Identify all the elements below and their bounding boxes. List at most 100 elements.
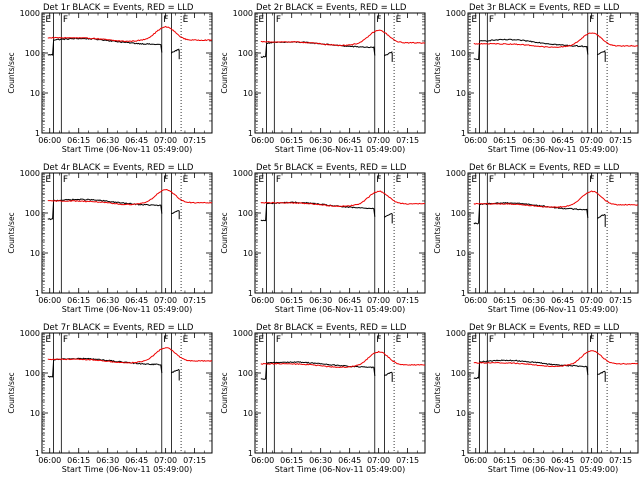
events-series-line (47, 198, 163, 221)
x-tick-label: 07:15 (396, 456, 419, 465)
x-tick-label: 06:15 (280, 296, 303, 305)
x-tick-label: 06:15 (493, 136, 516, 145)
x-axis-label: Start Time (06-Nov-11 05:49:00) (275, 145, 405, 154)
x-tick-label: 06:00 (464, 296, 487, 305)
x-axis-label: Start Time (06-Nov-11 05:49:00) (62, 465, 192, 474)
y-tick-label: 10 (30, 249, 40, 258)
detector-panel: Det 5r BLACK = Events, RED = LLD 1 10 100 10… (220, 163, 426, 314)
time-marker-label: E (396, 335, 402, 345)
x-tick-label: 06:15 (280, 456, 303, 465)
events-series-line (260, 361, 376, 380)
events-series-line (171, 48, 180, 54)
panel-title: Det 3r BLACK = Events, RED = LLD (469, 3, 620, 13)
panel-title: Det 9r BLACK = Events, RED = LLD (469, 323, 620, 333)
x-tick-label: 06:00 (251, 456, 274, 465)
y-tick-label: 100 (25, 369, 40, 378)
x-tick-label: 06:30 (96, 456, 119, 465)
x-axis-label: Start Time (06-Nov-11 05:49:00) (488, 305, 618, 314)
y-tick-label: 1 (461, 289, 466, 298)
y-tick-label: 10 (456, 409, 466, 418)
panel-grid: Det 1r BLACK = Events, RED = LLD11010010… (7, 3, 639, 474)
y-tick-label: 1000 (446, 329, 466, 338)
time-marker-label: E (396, 15, 402, 25)
y-tick-label: 10 (30, 89, 40, 98)
y-tick-label: 1000 (233, 169, 253, 178)
detector-panel: Det 2r BLACK = Events, RED = LLD 1 10 100 10… (220, 3, 426, 154)
x-tick-label: 07:15 (183, 136, 206, 145)
x-tick-label: 06:30 (96, 296, 119, 305)
time-marker-label: F (163, 15, 168, 25)
time-marker-label: E (471, 175, 477, 185)
x-tick-label: 06:15 (493, 456, 516, 465)
x-tick-label: 06:00 (251, 136, 274, 145)
y-tick-label: 1 (35, 129, 40, 138)
lld-series-line (260, 190, 426, 208)
x-tick-label: 06:45 (551, 456, 574, 465)
x-tick-label: 06:15 (67, 296, 90, 305)
detector-panel: Det 6r BLACK = Events, RED = LLD 1 10 100 10… (433, 163, 639, 314)
lld-series-line (260, 350, 426, 369)
x-tick-label: 07:00 (154, 296, 177, 305)
y-tick-label: 100 (25, 49, 40, 58)
time-marker-label: F (589, 175, 594, 185)
panel-title: Det 1r BLACK = Events, RED = LLD (43, 3, 194, 13)
time-marker-label: E (396, 175, 402, 185)
y-tick-label: 10 (456, 249, 466, 258)
y-tick-label: 1000 (20, 329, 40, 338)
y-tick-label: 1000 (233, 329, 253, 338)
x-tick-label: 06:15 (67, 456, 90, 465)
x-tick-label: 07:15 (609, 456, 632, 465)
time-marker-label: F (376, 175, 381, 185)
y-tick-label: 10 (243, 89, 253, 98)
y-tick-label: 1000 (20, 9, 40, 18)
time-marker-label: E (471, 15, 477, 25)
x-tick-label: 06:45 (551, 136, 574, 145)
y-tick-label: 1 (461, 129, 466, 138)
time-marker-label: F (276, 335, 281, 345)
x-axis-label: Start Time (06-Nov-11 05:49:00) (275, 305, 405, 314)
detector-panel: Det 1r BLACK = Events, RED = LLD 1 10 100 10… (7, 3, 213, 154)
x-tick-label: 06:45 (125, 296, 148, 305)
lld-series-line (47, 25, 213, 43)
time-marker-label: E (258, 335, 264, 345)
panel-title: Det 6r BLACK = Events, RED = LLD (469, 163, 620, 173)
x-tick-label: 06:45 (125, 136, 148, 145)
x-tick-label: 06:30 (96, 136, 119, 145)
lld-series-line (47, 188, 213, 206)
y-tick-label: 1 (248, 449, 253, 458)
x-tick-label: 06:00 (464, 136, 487, 145)
x-tick-label: 07:00 (367, 456, 390, 465)
y-axis-label: Counts/sec (220, 52, 229, 93)
time-marker-label: F (276, 175, 281, 185)
x-tick-label: 06:00 (38, 136, 61, 145)
y-tick-label: 1000 (233, 9, 253, 18)
x-tick-label: 06:00 (38, 296, 61, 305)
x-tick-label: 06:45 (125, 456, 148, 465)
time-marker-label: F (489, 335, 494, 345)
x-tick-label: 06:45 (338, 136, 361, 145)
time-marker-label: F (63, 175, 68, 185)
detector-panel: Det 7r BLACK = Events, RED = LLD 1 10 100 10… (7, 323, 213, 474)
y-tick-label: 10 (456, 89, 466, 98)
y-tick-label: 100 (451, 369, 466, 378)
detector-panel: Det 9r BLACK = Events, RED = LLD 1 10 100 10… (433, 323, 639, 474)
x-tick-label: 07:00 (580, 296, 603, 305)
x-tick-label: 06:45 (551, 296, 574, 305)
x-tick-label: 07:00 (367, 296, 390, 305)
y-tick-label: 1000 (20, 169, 40, 178)
time-marker-label: E (258, 15, 264, 25)
panel-title: Det 8r BLACK = Events, RED = LLD (256, 323, 407, 333)
y-axis-label: Counts/sec (7, 212, 16, 253)
x-axis-label: Start Time (06-Nov-11 05:49:00) (62, 305, 192, 314)
events-series-line (473, 359, 589, 380)
time-marker-label: E (609, 15, 615, 25)
x-tick-label: 07:15 (609, 296, 632, 305)
y-tick-label: 1 (35, 449, 40, 458)
x-tick-label: 06:00 (464, 456, 487, 465)
y-axis-label: Counts/sec (7, 372, 16, 413)
time-marker-label: F (63, 15, 68, 25)
time-marker-label: E (609, 175, 615, 185)
events-series-line (171, 210, 180, 214)
x-tick-label: 07:15 (183, 456, 206, 465)
